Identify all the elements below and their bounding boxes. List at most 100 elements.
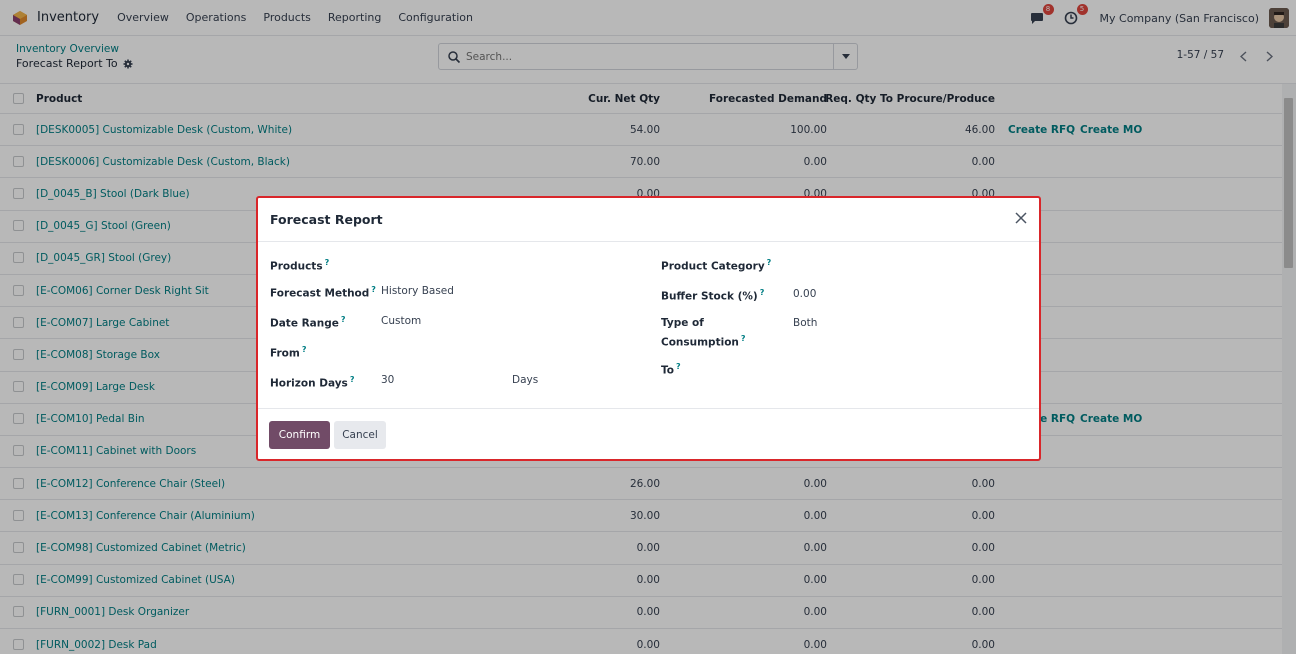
row-checkbox[interactable]	[13, 413, 24, 425]
close-icon[interactable]	[1013, 210, 1029, 226]
menu-configuration[interactable]: Configuration	[398, 11, 473, 24]
header-net-qty[interactable]: Cur. Net Qty	[588, 92, 660, 105]
search-options-toggle[interactable]	[833, 44, 857, 69]
row-checkbox[interactable]	[13, 638, 24, 650]
table-row[interactable]: [DESK0006] Customizable Desk (Custom, Bl…	[0, 146, 1282, 179]
table-row[interactable]: [E-COM11] Cabinet with Doors	[0, 436, 1282, 469]
header-forecasted-demand[interactable]: Forecasted Demand	[709, 92, 827, 105]
activities-icon[interactable]: 5	[1062, 4, 1088, 27]
table-row[interactable]: [E-COM99] Customized Cabinet (USA) 0.00 0.…	[0, 565, 1282, 597]
row-checkbox[interactable]	[13, 574, 24, 586]
required-qty-cell: 46.00	[964, 123, 995, 136]
row-checkbox[interactable]	[13, 284, 24, 296]
app-name[interactable]: Inventory	[37, 10, 100, 25]
help-icon[interactable]: ?	[675, 362, 681, 371]
row-checkbox[interactable]	[13, 316, 24, 328]
product-category-label: Product Category?	[661, 258, 772, 273]
product-cell[interactable]: [FURN_0001] Desk Organizer	[36, 606, 190, 619]
help-icon[interactable]: ?	[349, 375, 355, 384]
product-cell[interactable]: [E-COM98] Customized Cabinet (Metric)	[36, 542, 246, 555]
menu-overview[interactable]: Overview	[117, 11, 169, 24]
product-cell[interactable]: [E-COM07] Large Cabinet	[36, 316, 170, 329]
row-checkbox[interactable]	[13, 123, 24, 135]
pager-value[interactable]: 1-57 / 57	[1176, 49, 1224, 61]
top-navbar: Inventory Overview Operations Products R…	[0, 0, 1296, 36]
required-qty-cell: 0.00	[971, 155, 995, 168]
select-all-checkbox[interactable]	[13, 92, 24, 104]
user-avatar[interactable]	[1269, 8, 1289, 28]
menu-products[interactable]: Products	[263, 11, 311, 24]
gear-icon[interactable]	[123, 59, 133, 69]
cancel-button[interactable]: Cancel	[334, 421, 386, 449]
horizon-days-field[interactable]: 30	[381, 374, 395, 386]
row-checkbox[interactable]	[13, 477, 24, 489]
forecasted-demand-cell: 0.00	[803, 606, 827, 619]
create-rfq-button[interactable]: Create RFQ	[1008, 123, 1076, 136]
help-icon[interactable]: ?	[340, 315, 346, 324]
row-checkbox[interactable]	[13, 155, 24, 167]
product-cell[interactable]: [FURN_0002] Desk Pad	[36, 638, 157, 651]
product-cell[interactable]: [E-COM08] Storage Box	[36, 348, 160, 361]
inventory-app-icon[interactable]	[12, 10, 28, 26]
menu-reporting[interactable]: Reporting	[327, 11, 382, 24]
control-panel: Inventory Overview Forecast Report To 1-…	[0, 37, 1296, 84]
menu-operations[interactable]: Operations	[185, 11, 247, 24]
help-icon[interactable]: ?	[324, 258, 330, 267]
confirm-button[interactable]: Confirm	[269, 421, 330, 449]
messages-icon[interactable]: 8	[1028, 4, 1054, 27]
help-icon[interactable]: ?	[371, 285, 376, 294]
product-cell[interactable]: [E-COM10] Pedal Bin	[36, 413, 145, 426]
table-row[interactable]: [FURN_0001] Desk Organizer 0.00 0.00 0.00	[0, 597, 1282, 629]
pager-previous-button[interactable]	[1232, 45, 1254, 67]
scrollbar-thumb[interactable]	[1284, 98, 1293, 268]
company-switcher[interactable]: My Company (San Francisco)	[1099, 11, 1259, 25]
row-checkbox[interactable]	[13, 187, 24, 199]
product-cell[interactable]: [E-COM99] Customized Cabinet (USA)	[36, 574, 235, 587]
table-row[interactable]: [E-COM12] Conference Chair (Steel) 26.00 0…	[0, 468, 1282, 501]
row-checkbox[interactable]	[13, 348, 24, 360]
row-checkbox[interactable]	[13, 445, 24, 457]
row-checkbox[interactable]	[13, 381, 24, 393]
breadcrumb-inventory-overview[interactable]: Inventory Overview	[16, 43, 119, 55]
forecast-method-field[interactable]: History Based	[381, 285, 454, 297]
type-of-consumption-label: Type of Consumption?	[661, 317, 746, 349]
row-checkbox[interactable]	[13, 252, 24, 264]
help-icon[interactable]: ?	[301, 345, 307, 354]
help-icon[interactable]: ?	[759, 288, 765, 297]
product-cell[interactable]: [E-COM13] Conference Chair (Aluminium)	[36, 509, 255, 522]
required-qty-cell: 0.00	[971, 638, 995, 651]
table-row[interactable]: [E-COM13] Conference Chair (Aluminium) 30…	[0, 500, 1282, 533]
date-range-field[interactable]: Custom	[381, 315, 422, 327]
product-cell[interactable]: [E-COM12] Conference Chair (Steel)	[36, 477, 226, 490]
horizon-days-label: Horizon Days?	[270, 375, 355, 390]
create-mo-button[interactable]: Create MO	[1080, 123, 1143, 136]
row-checkbox[interactable]	[13, 606, 24, 618]
row-checkbox[interactable]	[13, 509, 24, 521]
messages-badge: 8	[1042, 4, 1054, 15]
product-cell[interactable]: [DESK0005] Customizable Desk (Custom, Wh…	[36, 123, 293, 136]
header-required-qty[interactable]: Req. Qty To Procure/Produce	[825, 92, 995, 105]
help-icon[interactable]: ?	[740, 334, 746, 343]
pager-next-button[interactable]	[1258, 45, 1280, 67]
table-row[interactable]: [FURN_0002] Desk Pad 0.00 0.00 0.00	[0, 629, 1282, 654]
type-of-consumption-field[interactable]: Both	[793, 317, 818, 329]
search-input[interactable]	[466, 50, 833, 63]
row-checkbox[interactable]	[13, 220, 24, 232]
product-cell[interactable]: [DESK0006] Customizable Desk (Custom, Bl…	[36, 155, 290, 168]
vertical-scrollbar[interactable]	[1282, 84, 1296, 654]
product-cell[interactable]: [D_0045_B] Stool (Dark Blue)	[36, 187, 190, 200]
product-cell[interactable]: [E-COM11] Cabinet with Doors	[36, 445, 197, 458]
forecasted-demand-cell: 0.00	[803, 155, 827, 168]
product-cell[interactable]: [D_0045_GR] Stool (Grey)	[36, 252, 172, 265]
table-row[interactable]: [E-COM98] Customized Cabinet (Metric) 0.0…	[0, 532, 1282, 565]
product-cell[interactable]: [E-COM06] Corner Desk Right Sit	[36, 284, 209, 297]
table-row[interactable]: [DESK0005] Customizable Desk (Custom, Wh…	[0, 114, 1282, 147]
buffer-stock-field[interactable]: 0.00	[793, 288, 817, 300]
create-mo-button[interactable]: Create MO	[1080, 413, 1143, 426]
row-checkbox[interactable]	[13, 542, 24, 554]
product-cell[interactable]: [D_0045_G] Stool (Green)	[36, 220, 171, 233]
header-product[interactable]: Product	[36, 92, 83, 105]
help-icon[interactable]: ?	[766, 258, 772, 267]
product-cell[interactable]: [E-COM09] Large Desk	[36, 381, 155, 394]
caret-down-icon	[841, 54, 850, 59]
